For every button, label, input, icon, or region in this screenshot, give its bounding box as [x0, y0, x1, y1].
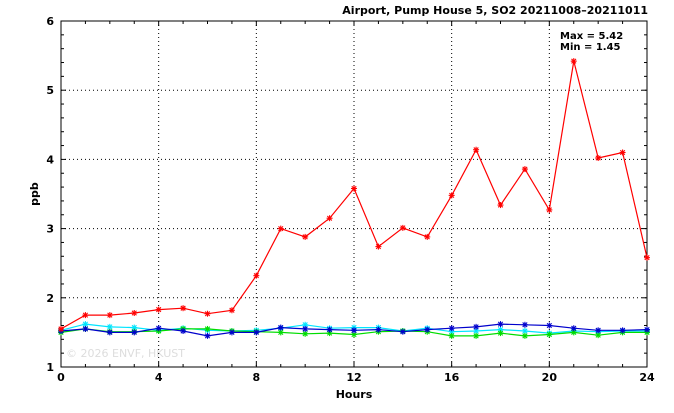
data-point-marker — [82, 325, 89, 332]
series-group — [58, 321, 650, 339]
data-point-marker — [302, 325, 309, 332]
data-point-marker — [375, 243, 382, 250]
data-point-marker — [180, 305, 187, 312]
data-point-marker — [521, 166, 528, 173]
data-point-marker — [546, 331, 553, 338]
data-point-marker — [131, 329, 138, 336]
data-point-marker — [473, 323, 480, 330]
x-tick-label: 4 — [155, 371, 163, 384]
data-point-marker — [351, 327, 357, 334]
data-point-marker — [326, 326, 333, 333]
grid-lines — [61, 21, 647, 367]
data-point-marker — [546, 322, 553, 329]
data-point-marker — [644, 326, 650, 333]
data-point-marker — [448, 192, 455, 199]
data-point-marker — [424, 233, 431, 240]
data-point-marker — [570, 325, 577, 332]
watermark: © 2026 ENVF, HKUST — [66, 347, 185, 360]
y-tick-label: 2 — [46, 292, 54, 305]
y-tick-label: 4 — [46, 153, 54, 166]
data-point-marker — [473, 146, 480, 153]
data-point-marker — [595, 155, 602, 162]
x-tick-label: 16 — [444, 371, 460, 384]
data-point-marker — [155, 306, 162, 313]
y-tick-label: 1 — [46, 361, 54, 374]
x-tick-label: 24 — [639, 371, 655, 384]
data-point-marker — [277, 225, 284, 232]
data-point-marker — [595, 327, 602, 334]
data-point-marker — [473, 332, 480, 339]
y-tick-label: 3 — [46, 223, 54, 236]
data-point-marker — [448, 325, 455, 332]
data-point-marker — [497, 321, 504, 328]
x-tick-label: 12 — [346, 371, 361, 384]
data-point-marker — [277, 324, 284, 331]
data-point-marker — [180, 328, 187, 335]
x-axis-label: Hours — [336, 388, 373, 401]
data-point-marker — [497, 202, 504, 209]
data-point-marker — [228, 307, 235, 314]
min-annotation: Min = 1.45 — [560, 42, 621, 53]
data-point-marker — [302, 233, 309, 240]
data-point-marker — [619, 149, 626, 156]
data-point-marker — [351, 185, 357, 192]
data-point-marker — [253, 329, 260, 336]
x-tick-label: 8 — [253, 371, 261, 384]
data-point-marker — [106, 329, 113, 336]
data-point-marker — [399, 224, 406, 231]
chart-title: Airport, Pump House 5, SO2 20211008–2021… — [342, 4, 648, 17]
data-point-marker — [204, 310, 211, 317]
data-point-marker — [155, 325, 162, 332]
data-point-marker — [204, 332, 211, 339]
data-point-marker — [546, 206, 553, 213]
data-point-marker — [619, 327, 626, 334]
data-point-marker — [58, 325, 64, 332]
data-point-marker — [204, 325, 211, 332]
data-point-marker — [570, 58, 577, 65]
data-point-marker — [497, 330, 504, 337]
series-group — [58, 58, 650, 332]
data-point-marker — [82, 312, 89, 319]
data-point-marker — [131, 324, 138, 331]
x-tick-label: 20 — [542, 371, 558, 384]
data-point-marker — [424, 326, 431, 333]
data-point-marker — [375, 326, 382, 333]
y-tick-label: 6 — [46, 15, 54, 28]
data-point-marker — [131, 310, 138, 317]
data-point-marker — [521, 332, 528, 339]
y-axis-label: ppb — [28, 182, 41, 206]
max-annotation: Max = 5.42 — [560, 31, 623, 42]
data-point-marker — [570, 329, 577, 336]
data-point-marker — [253, 272, 260, 279]
data-point-marker — [277, 329, 284, 336]
data-point-marker — [399, 328, 406, 335]
data-point-marker — [448, 332, 455, 339]
data-point-marker — [326, 215, 333, 222]
data-point-marker — [106, 312, 113, 319]
data-point-marker — [228, 329, 235, 336]
data-point-marker — [521, 321, 528, 328]
y-tick-label: 5 — [46, 84, 54, 97]
data-point-marker — [644, 254, 650, 261]
x-tick-label: 0 — [57, 371, 65, 384]
